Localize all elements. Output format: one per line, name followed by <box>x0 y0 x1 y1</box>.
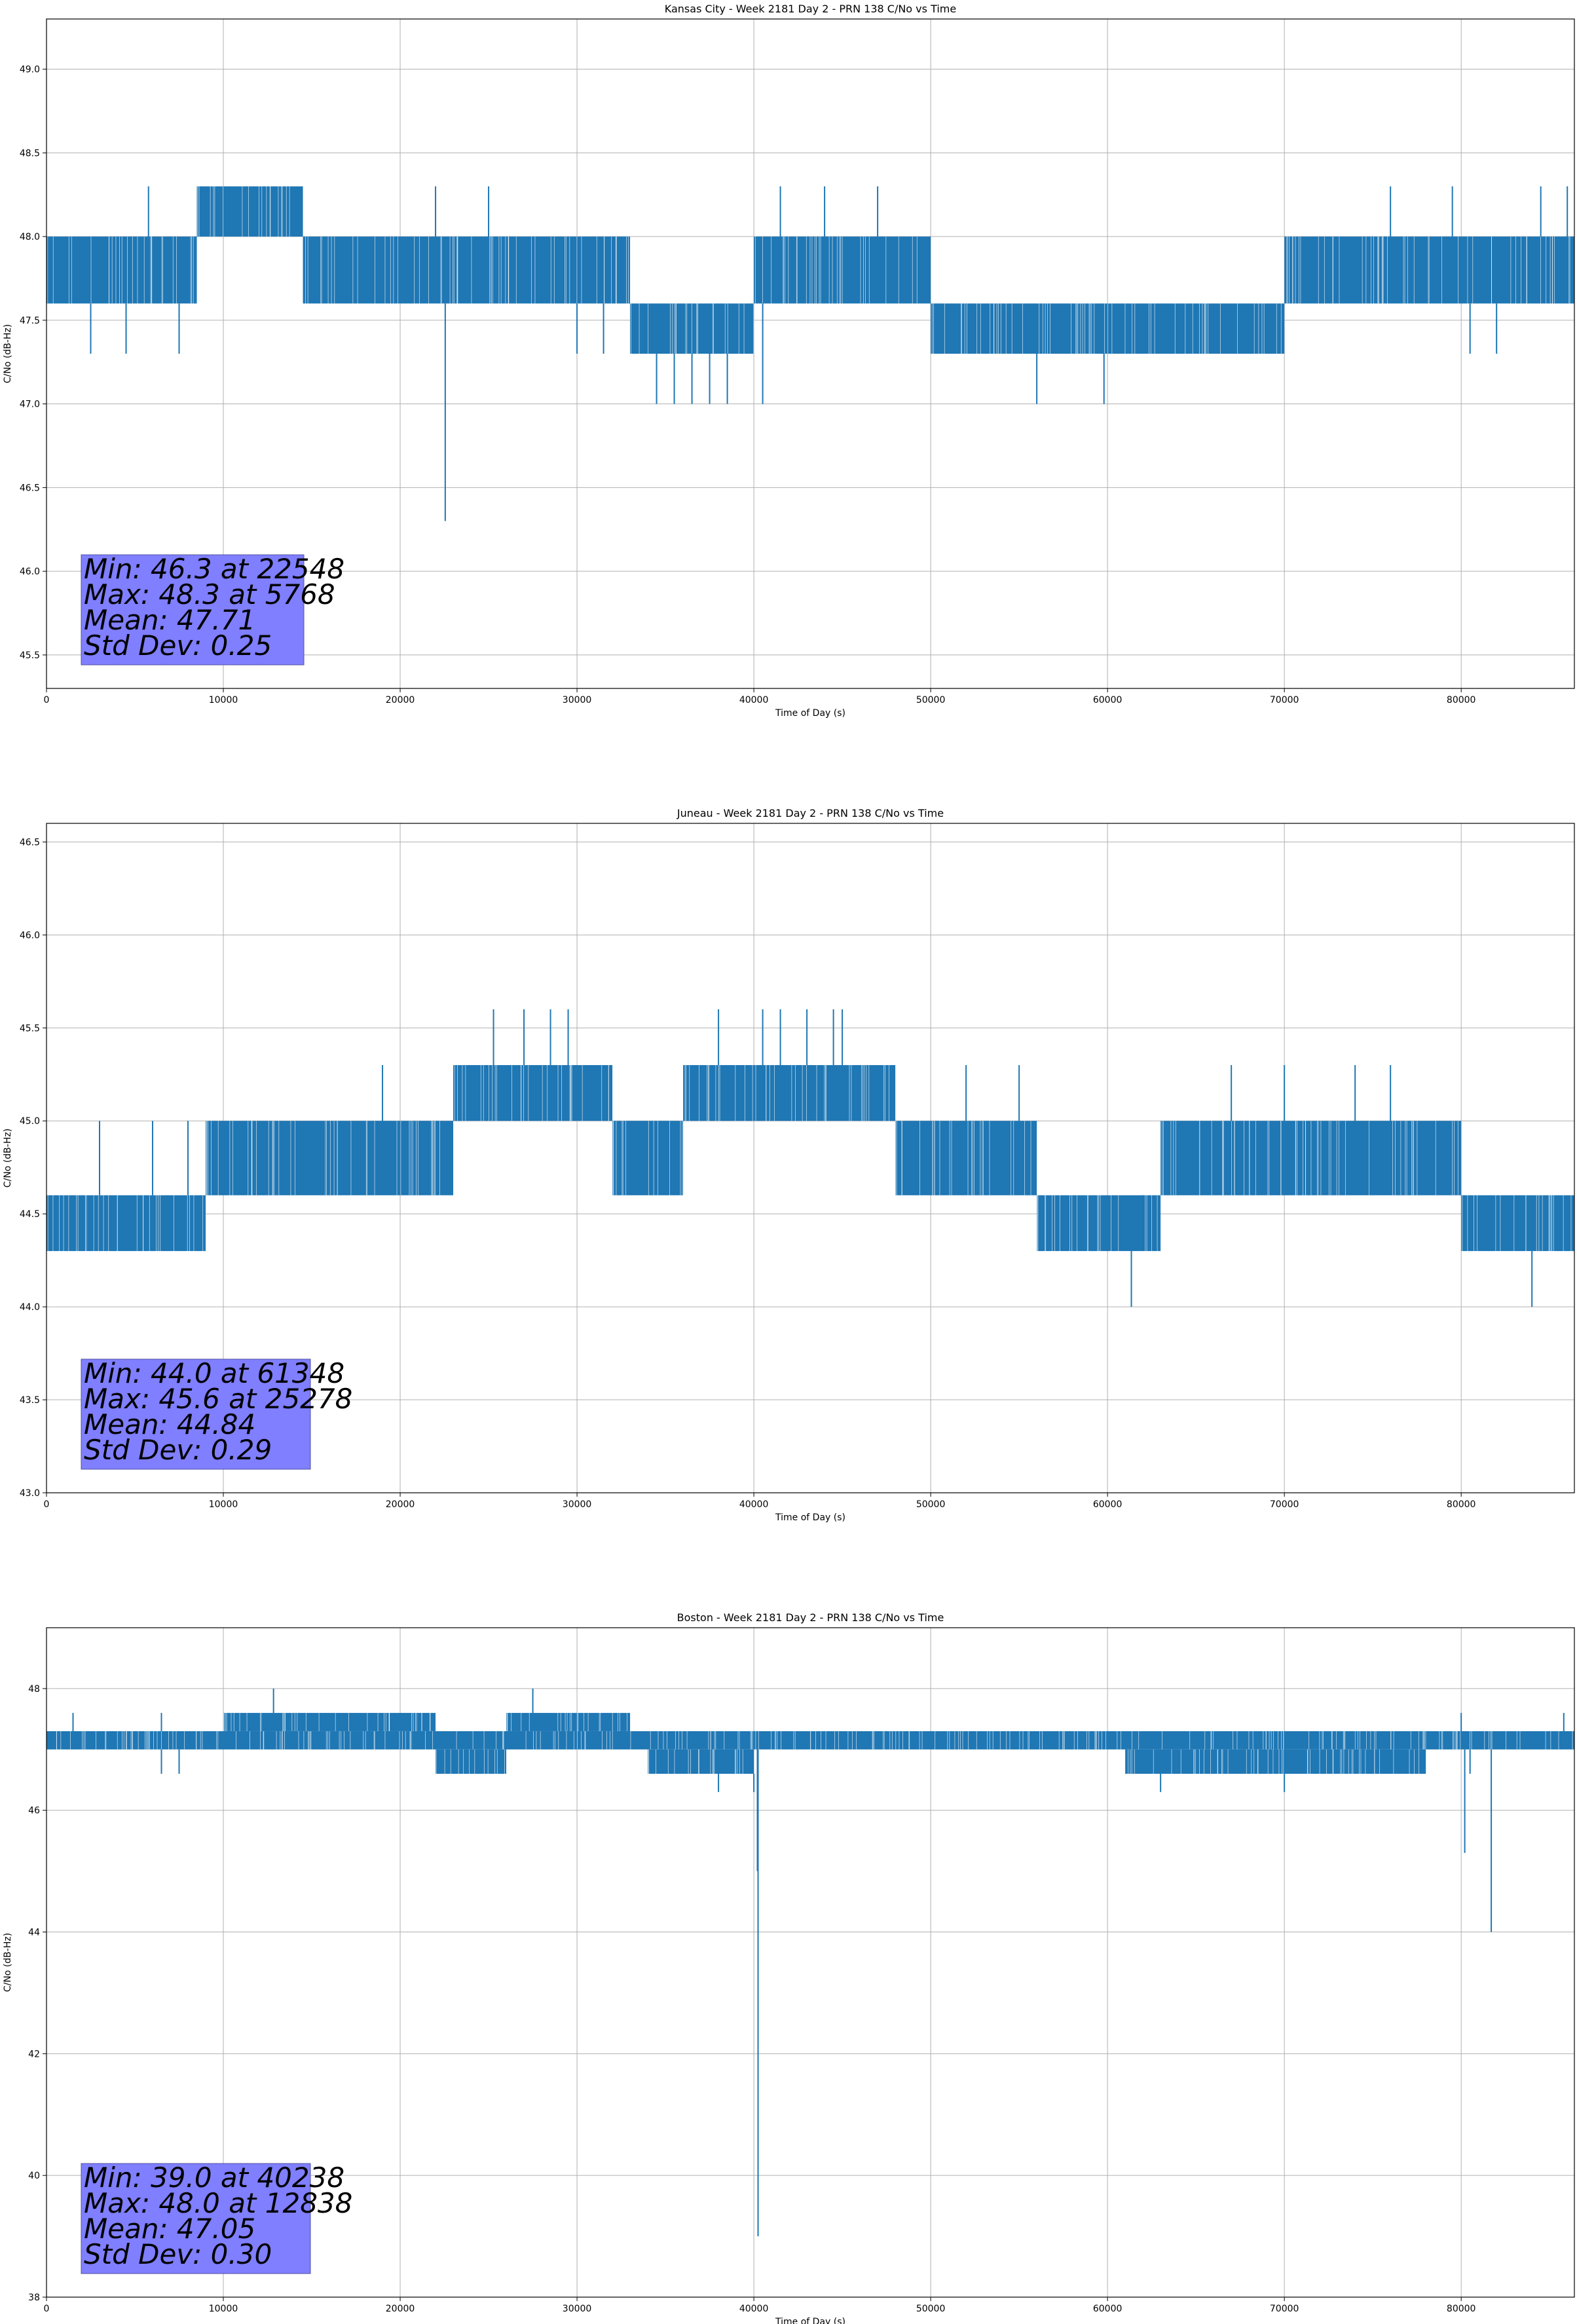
y-tick-label: 38 <box>28 2293 40 2303</box>
stats-line: Mean: 47.71 <box>84 604 255 636</box>
series-band <box>612 1121 684 1195</box>
x-tick-label: 10000 <box>209 695 238 705</box>
y-tick-label: 43.0 <box>20 1488 40 1499</box>
stats-line: Mean: 47.05 <box>84 2213 255 2245</box>
y-tick-label: 47.0 <box>20 400 40 410</box>
chart-1: Juneau - Week 2181 Day 2 - PRN 138 C/No … <box>3 807 1575 1523</box>
stats-line: Std Dev: 0.25 <box>84 629 272 662</box>
y-tick-label: 48.0 <box>20 232 40 242</box>
series-band <box>1284 236 1574 304</box>
x-tick-label: 0 <box>44 1499 50 1510</box>
chart-title: Juneau - Week 2181 Day 2 - PRN 138 C/No … <box>677 807 944 819</box>
x-tick-label: 30000 <box>563 1499 592 1510</box>
chart-2: Boston - Week 2181 Day 2 - PRN 138 C/No … <box>3 1611 1575 2324</box>
y-tick-label: 46 <box>28 1806 40 1816</box>
x-tick-label: 20000 <box>386 695 415 705</box>
x-tick-label: 70000 <box>1270 2304 1299 2314</box>
y-tick-label: 48.5 <box>20 148 40 159</box>
series-band <box>1125 1749 1426 1774</box>
series-band <box>196 186 303 237</box>
series-band <box>436 1749 507 1774</box>
stats-line: Std Dev: 0.30 <box>84 2238 272 2270</box>
axes-frame <box>46 18 1575 689</box>
x-tick-label: 80000 <box>1447 695 1476 705</box>
series-band <box>506 1713 631 1731</box>
stats-line: Max: 48.3 at 5768 <box>84 578 335 610</box>
x-tick-label: 60000 <box>1093 2304 1122 2314</box>
stats-line: Std Dev: 0.29 <box>84 1434 272 1466</box>
y-tick-label: 44.0 <box>20 1302 40 1313</box>
series-band <box>648 1749 754 1774</box>
x-tick-label: 0 <box>44 2304 50 2314</box>
y-tick-label: 45.0 <box>20 1116 40 1127</box>
y-tick-label: 44 <box>28 1928 40 1938</box>
stats-line: Min: 44.0 at 61348 <box>84 1357 344 1389</box>
y-tick-label: 43.5 <box>20 1395 40 1406</box>
x-tick-label: 70000 <box>1270 1499 1299 1510</box>
x-tick-label: 30000 <box>563 695 592 705</box>
y-tick-label: 45.5 <box>20 650 40 661</box>
series-band <box>303 236 631 304</box>
y-tick-label: 46.5 <box>20 837 40 848</box>
series-band <box>46 1195 206 1251</box>
x-tick-label: 30000 <box>563 2304 592 2314</box>
x-tick-label: 50000 <box>916 1499 946 1510</box>
x-tick-label: 60000 <box>1093 1499 1122 1510</box>
x-tick-label: 20000 <box>386 2304 415 2314</box>
x-axis-label: Time of Day (s) <box>775 708 845 719</box>
y-tick-label: 47.5 <box>20 316 40 326</box>
series-band <box>931 303 1285 354</box>
y-tick-label: 46.0 <box>20 930 40 941</box>
stats-box <box>81 1359 311 1470</box>
y-tick-label: 45.5 <box>20 1023 40 1034</box>
x-tick-label: 50000 <box>916 695 946 705</box>
stats-box <box>81 554 305 665</box>
series-band <box>1461 1195 1574 1251</box>
x-tick-label: 40000 <box>739 2304 769 2314</box>
y-axis-label: C/No (dB-Hz) <box>3 1129 13 1188</box>
series-band <box>206 1121 330 1195</box>
y-axis-label: C/No (dB-Hz) <box>3 1933 13 1992</box>
series-band <box>223 1713 436 1731</box>
x-tick-label: 0 <box>44 695 50 705</box>
x-tick-label: 70000 <box>1270 695 1299 705</box>
stats-line: Max: 48.0 at 12838 <box>84 2187 352 2219</box>
x-tick-label: 40000 <box>739 695 769 705</box>
x-tick-label: 20000 <box>386 1499 415 1510</box>
y-axis-label: C/No (dB-Hz) <box>3 324 13 383</box>
series-band <box>683 1065 896 1121</box>
y-tick-label: 42 <box>28 2049 40 2059</box>
y-tick-label: 40 <box>28 2171 40 2181</box>
stats-line: Mean: 44.84 <box>84 1408 255 1440</box>
y-tick-label: 46.0 <box>20 567 40 577</box>
y-tick-label: 46.5 <box>20 483 40 493</box>
series-band <box>453 1065 613 1121</box>
x-tick-label: 60000 <box>1093 695 1122 705</box>
stats-line: Min: 46.3 at 22548 <box>84 553 344 585</box>
x-tick-label: 80000 <box>1447 1499 1476 1510</box>
series-band <box>1037 1195 1161 1251</box>
y-tick-label: 48 <box>28 1684 40 1695</box>
x-tick-label: 80000 <box>1447 2304 1476 2314</box>
x-axis-label: Time of Day (s) <box>775 1512 845 1523</box>
stats-box <box>81 2163 311 2274</box>
chart-title: Boston - Week 2181 Day 2 - PRN 138 C/No … <box>677 1611 944 1624</box>
x-tick-label: 10000 <box>209 2304 238 2314</box>
stats-line: Min: 39.0 at 40238 <box>84 2162 344 2194</box>
y-tick-label: 49.0 <box>20 65 40 75</box>
axes-frame <box>46 1627 1575 2298</box>
series-band <box>329 1121 454 1195</box>
x-tick-label: 10000 <box>209 1499 238 1510</box>
y-tick-label: 44.5 <box>20 1209 40 1220</box>
chart-title: Kansas City - Week 2181 Day 2 - PRN 138 … <box>665 3 956 15</box>
x-axis-label: Time of Day (s) <box>775 2317 845 2324</box>
x-tick-label: 50000 <box>916 2304 946 2314</box>
series-band <box>895 1121 1037 1195</box>
chart-0: Kansas City - Week 2181 Day 2 - PRN 138 … <box>3 3 1575 719</box>
x-tick-label: 40000 <box>739 1499 769 1510</box>
stats-line: Max: 45.6 at 25278 <box>84 1383 352 1415</box>
axes-frame <box>46 823 1575 1493</box>
